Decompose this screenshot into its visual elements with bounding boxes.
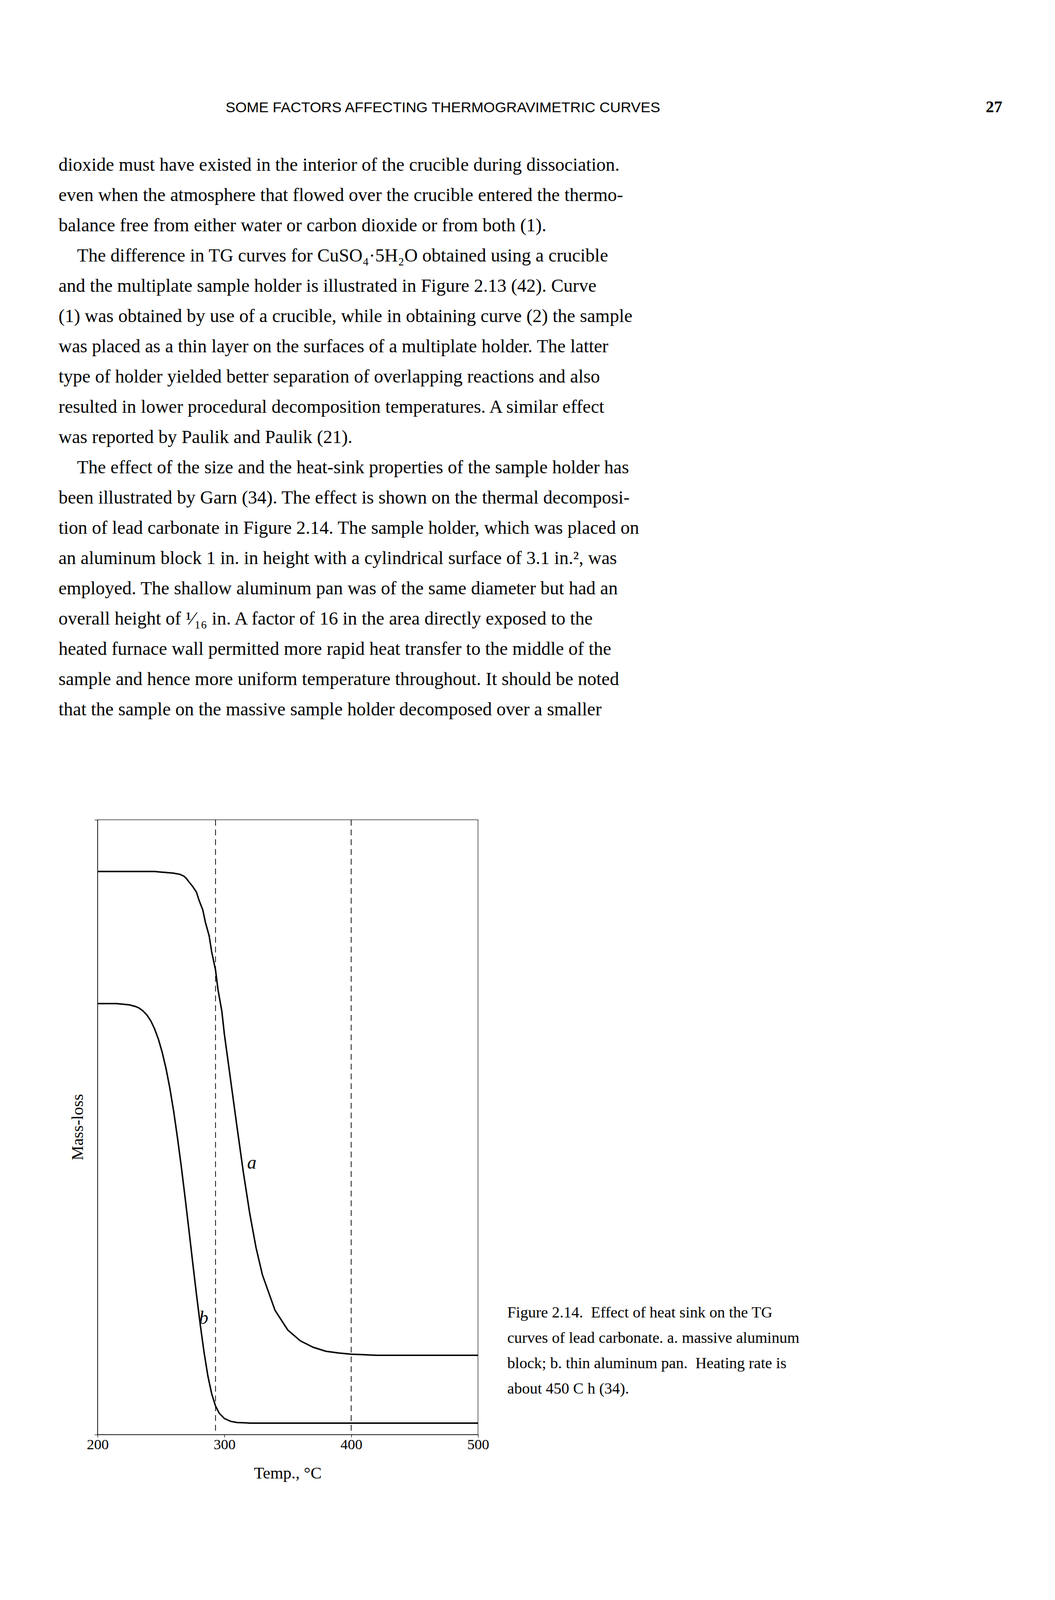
body-line: been illustrated by Garn (34). The effec…: [58, 486, 630, 508]
reference-line: [215, 819, 217, 1434]
body-line: tion of lead carbonate in Figure 2.14. T…: [58, 517, 639, 538]
body-line: overall height of ¹⁄₁₆ in. A factor of 1…: [58, 607, 593, 629]
body-line: employed. The shallow aluminum pan was o…: [58, 577, 618, 598]
x-axis-line: [98, 1434, 479, 1438]
caption-line: curves of lead carbonate. a. massive alu…: [507, 1328, 800, 1346]
series-line: [97, 871, 478, 1355]
y-axis-line: [94, 819, 99, 1435]
page: SOME FACTORS AFFECTING THERMOGRAVIMETRIC…: [0, 0, 1055, 1600]
plot-area: [97, 819, 478, 1434]
body-line: (1) was obtained by use of a crucible, w…: [58, 305, 633, 327]
x-tick: 300: [213, 1433, 236, 1452]
body-line: balance free from either water or carbon…: [58, 214, 547, 236]
plot-frame: [97, 819, 478, 1434]
x-tick: 500: [467, 1433, 490, 1452]
page-title: SOME FACTORS AFFECTING THERMOGRAVIMETRIC…: [225, 99, 660, 116]
reference-line: [350, 819, 352, 1434]
body-line: The effect of the size and the heat-sink…: [58, 456, 629, 478]
body-line: and the multiplate sample holder is illu…: [58, 275, 597, 297]
series-line: [97, 1003, 478, 1423]
x-tick: 400: [340, 1433, 363, 1452]
body-line: heated furnace wall permitted more rapid…: [58, 637, 612, 659]
body-line: even when the atmosphere that flowed ove…: [58, 184, 623, 205]
body-line: was reported by Paulik and Paulik (21).: [58, 426, 353, 448]
caption-line: block; b. thin aluminum pan. Heating rat…: [507, 1353, 787, 1372]
body-line: that the sample on the massive sample ho…: [58, 698, 602, 719]
x-tick-label: 400: [340, 1435, 363, 1452]
body-line: The difference in TG curves for CuSO₄·5H…: [58, 244, 609, 266]
body-line: an aluminum block 1 in. in height with a…: [58, 547, 618, 568]
caption-line: Figure 2.14. Effect of heat sink on the …: [507, 1302, 773, 1321]
x-tick-label: 200: [86, 1435, 109, 1452]
y-axis: [94, 819, 99, 1435]
body-line: dioxide must have existed in the interio…: [58, 154, 620, 175]
x-axis: 200 300 400 500: [86, 1433, 490, 1452]
caption-line: about 450 C h (34).: [507, 1378, 630, 1397]
y-axis-title: Mass-loss: [68, 1093, 87, 1160]
body-line: resulted in lower procedural decompositi…: [58, 396, 605, 417]
body-line: type of holder yielded better separation…: [58, 365, 600, 387]
body-line: sample and hence more uniform temperatur…: [58, 668, 619, 689]
x-tick: 200: [86, 1433, 109, 1452]
x-tick-label: 300: [213, 1435, 236, 1452]
body-text: dioxide must have existed in the interio…: [58, 154, 639, 719]
figure-caption: Figure 2.14. Effect of heat sink on the …: [507, 1302, 800, 1397]
annotation: a: [247, 1151, 257, 1173]
x-tick-label: 500: [467, 1435, 490, 1452]
x-axis-title: Temp., °C: [254, 1463, 322, 1482]
annotation: b: [199, 1306, 209, 1328]
body-line: was placed as a thin layer on the surfac…: [58, 335, 609, 357]
page-number: 27: [985, 97, 1003, 116]
